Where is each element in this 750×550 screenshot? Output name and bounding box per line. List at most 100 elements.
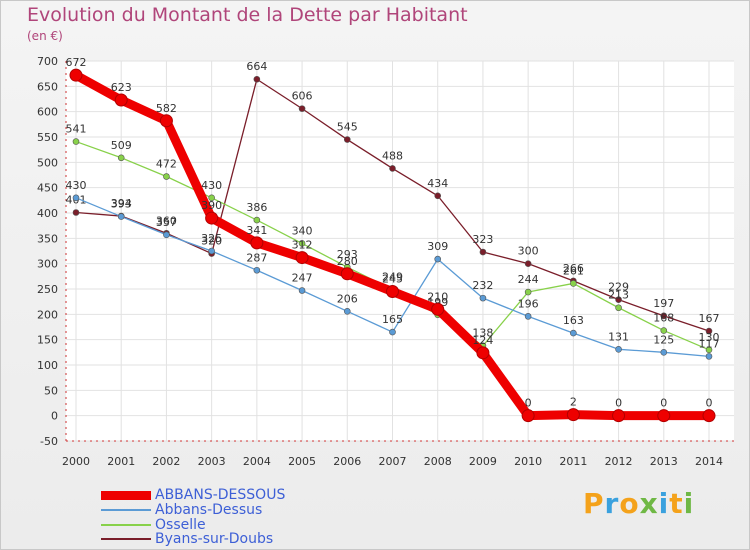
data-label-byans-sur-doubs: 434 — [427, 177, 448, 190]
data-label-abbans-dessus: 165 — [382, 313, 403, 326]
data-point-abbans-dessus — [705, 353, 713, 360]
data-label-byans-sur-doubs: 300 — [518, 245, 539, 258]
data-point-osselle — [72, 138, 80, 145]
data-label-abbans-dessus: 131 — [608, 330, 629, 343]
data-point-byans-sur-doubs — [615, 296, 622, 303]
data-point-abbans-dessus — [117, 213, 125, 220]
x-tick-label: 2005 — [288, 455, 316, 468]
data-label-byans-sur-doubs: 664 — [246, 60, 267, 73]
y-tick-label: 650 — [37, 80, 58, 93]
data-point-abbans-dessous — [431, 302, 445, 316]
data-label-abbans-dessous: 0 — [706, 397, 713, 410]
x-tick-label: 2011 — [559, 455, 587, 468]
data-point-abbans-dessous — [295, 251, 309, 265]
data-label-abbans-dessus: 196 — [518, 297, 539, 310]
data-label-abbans-dessous: 582 — [156, 102, 177, 115]
x-tick-label: 2013 — [650, 455, 678, 468]
y-tick-label: 550 — [37, 131, 58, 144]
data-label-byans-sur-doubs: 323 — [472, 233, 493, 246]
data-label-abbans-dessous: 672 — [66, 56, 87, 69]
data-label-abbans-dessus: 393 — [111, 198, 132, 211]
data-point-abbans-dessus — [163, 231, 170, 239]
data-point-abbans-dessous — [657, 409, 671, 423]
data-point-abbans-dessus — [479, 294, 487, 302]
data-point-abbans-dessous — [521, 409, 535, 423]
data-label-byans-sur-doubs: 266 — [563, 262, 584, 275]
data-label-abbans-dessus: 325 — [201, 232, 222, 245]
data-point-byans-sur-doubs — [72, 209, 80, 216]
y-tick-label: 300 — [37, 258, 58, 271]
y-tick-label: 700 — [37, 55, 58, 68]
data-point-abbans-dessous — [340, 267, 354, 281]
x-tick-label: 2010 — [514, 455, 542, 468]
data-label-osselle: 293 — [337, 248, 358, 261]
x-tick-label: 2009 — [469, 455, 497, 468]
data-label-abbans-dessous: 124 — [472, 334, 493, 347]
legend-label-abbans-dessous-upper: ABBANS-DESSOUS — [155, 487, 286, 503]
data-label-byans-sur-doubs: 545 — [337, 121, 358, 134]
data-label-osselle: 340 — [292, 224, 313, 237]
data-label-byans-sur-doubs: 606 — [292, 90, 313, 103]
data-point-abbans-dessous — [386, 285, 399, 299]
data-label-abbans-dessus: 117 — [699, 337, 720, 350]
y-tick-label: 350 — [37, 232, 58, 245]
legend-item-abbans-dessous-upper: ABBANS-DESSOUS — [101, 487, 285, 503]
data-point-abbans-dessus — [298, 287, 306, 294]
data-point-osselle — [570, 280, 577, 287]
logo-letter: t — [669, 487, 684, 520]
data-point-abbans-dessous — [612, 409, 626, 423]
data-point-byans-sur-doubs — [253, 75, 261, 83]
data-label-abbans-dessous: 280 — [337, 255, 358, 268]
x-tick-label: 2003 — [198, 455, 226, 468]
data-point-abbans-dessus — [343, 307, 351, 315]
data-label-osselle: 244 — [518, 273, 539, 286]
logo-letter: r — [604, 487, 620, 520]
legend-item-osselle: Osselle — [101, 517, 206, 533]
data-point-byans-sur-doubs — [479, 248, 487, 256]
data-label-abbans-dessous: 0 — [660, 397, 667, 410]
data-point-byans-sur-doubs — [343, 136, 351, 143]
data-label-abbans-dessus: 430 — [66, 179, 87, 192]
data-point-abbans-dessous — [205, 211, 219, 225]
data-label-byans-sur-doubs: 167 — [699, 312, 720, 325]
x-tick-label: 2004 — [243, 455, 271, 468]
data-label-abbans-dessus: 125 — [653, 333, 674, 346]
proxiti-logo: Proxiti — [583, 487, 694, 520]
data-label-byans-sur-doubs: 197 — [653, 297, 674, 310]
data-label-byans-sur-doubs: 488 — [382, 149, 403, 162]
x-tick-label: 2007 — [379, 455, 407, 468]
data-label-osselle: 386 — [246, 201, 267, 214]
logo-letter: i — [658, 487, 670, 520]
legend-swatch-byans-sur-doubs — [101, 538, 151, 540]
data-point-abbans-dessous — [476, 346, 490, 360]
data-label-osselle: 130 — [699, 331, 720, 344]
data-label-osselle: 430 — [201, 179, 222, 192]
logo-letter: o — [619, 487, 640, 520]
data-label-abbans-dessous: 2 — [570, 396, 577, 409]
data-point-abbans-dessous — [250, 236, 264, 250]
legend-swatch-abbans-dessous-upper — [101, 490, 151, 500]
legend-item-byans-sur-doubs: Byans-sur-Doubs — [101, 531, 273, 547]
x-tick-label: 2001 — [107, 455, 135, 468]
data-point-osselle — [163, 173, 170, 180]
data-label-abbans-dessus: 206 — [337, 292, 358, 305]
data-label-osselle: 168 — [653, 312, 674, 325]
data-point-abbans-dessous — [159, 114, 173, 128]
data-label-abbans-dessous: 0 — [525, 397, 532, 410]
data-label-osselle: 261 — [563, 264, 584, 277]
data-label-osselle: 472 — [156, 158, 177, 171]
y-tick-label: 400 — [37, 207, 58, 220]
plot-area — [66, 61, 734, 441]
y-tick-label: 250 — [37, 283, 58, 296]
chart-title: Evolution du Montant de la Dette par Hab… — [27, 4, 468, 26]
logo-letter: i — [683, 487, 695, 520]
data-label-byans-sur-doubs: 394 — [111, 197, 132, 210]
data-label-osselle: 213 — [608, 289, 629, 302]
data-label-abbans-dessus: 247 — [292, 272, 313, 285]
legend-label-abbans-dessus: Abbans-Dessus — [155, 502, 263, 518]
data-point-abbans-dessus — [434, 255, 442, 263]
data-point-osselle — [705, 346, 713, 354]
data-label-abbans-dessus: 287 — [246, 251, 267, 264]
data-label-abbans-dessous: 312 — [292, 239, 313, 252]
